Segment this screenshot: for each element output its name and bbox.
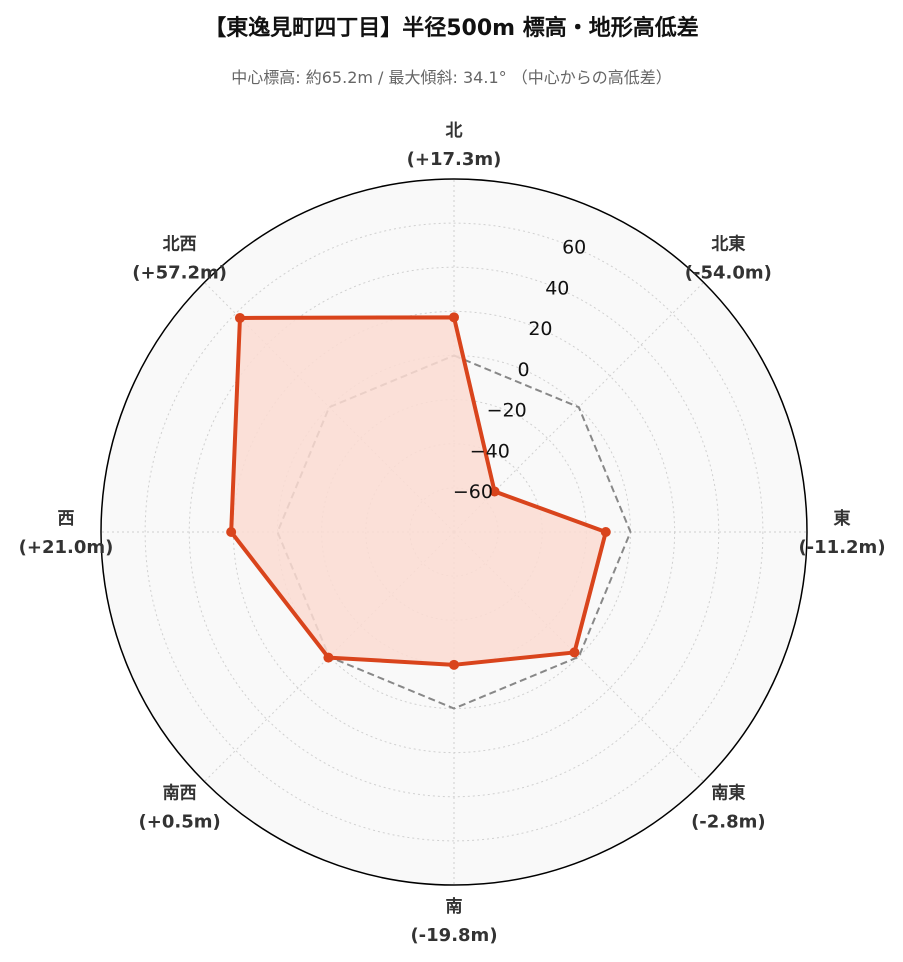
direction-value-label: (+57.2m) (132, 263, 227, 284)
direction-label: 南 (446, 896, 463, 917)
grid-circle-5 (188, 266, 720, 798)
data-point-4 (449, 659, 459, 670)
direction-label: 南西 (163, 782, 197, 803)
series-area (231, 317, 606, 665)
radial-tick-label: −40 (470, 440, 510, 462)
direction-value-label: (+0.5m) (139, 811, 221, 832)
direction-value-label: (+17.3m) (407, 149, 502, 170)
grid-spoke-3 (453, 531, 704, 782)
direction-label: 西 (58, 509, 75, 529)
chart-title: 【東逸見町四丁目】半径500m 標高・地形高低差 (204, 16, 699, 41)
direction-label: 南東 (711, 782, 745, 803)
data-point-0 (449, 312, 459, 323)
chart-subtitle: 中心標高: 約65.2m / 最大傾斜: 34.1° （中心からの高低差） (231, 68, 672, 87)
data-point-1 (489, 486, 500, 497)
grid-circle-6 (144, 222, 764, 842)
radial-tick-label: 60 (562, 237, 586, 259)
radial-tick-label: −60 (453, 481, 493, 503)
direction-value-label: (-2.8m) (691, 811, 766, 832)
radial-tick-label: −20 (487, 400, 527, 422)
radial-tick-label: 40 (545, 277, 569, 299)
direction-label: 北西 (163, 235, 197, 255)
data-point-6 (226, 527, 237, 537)
direction-label: 北 (446, 121, 463, 141)
direction-value-label: (+21.0m) (19, 537, 114, 558)
reference-line (276, 354, 632, 710)
data-point-2 (600, 527, 611, 537)
data-point-3 (569, 647, 580, 658)
direction-value-label: (-11.2m) (798, 537, 885, 558)
radial-tick-label: 0 (517, 359, 529, 381)
radial-tick-label: 20 (528, 318, 552, 340)
data-point-5 (323, 652, 334, 663)
direction-value-label: (-19.8m) (410, 925, 497, 946)
direction-label: 東 (834, 508, 851, 529)
direction-label: 北東 (711, 234, 745, 255)
label-layer: −60 −40 −20 0 20 40 60 北 (+17.3m) 北東 (-54.0m) 東 (-11… (19, 121, 886, 946)
plot-boundary (100, 178, 808, 886)
data-point-7 (234, 312, 245, 323)
direction-value-label: (-54.0m) (685, 263, 772, 284)
data-layer (226, 312, 632, 710)
